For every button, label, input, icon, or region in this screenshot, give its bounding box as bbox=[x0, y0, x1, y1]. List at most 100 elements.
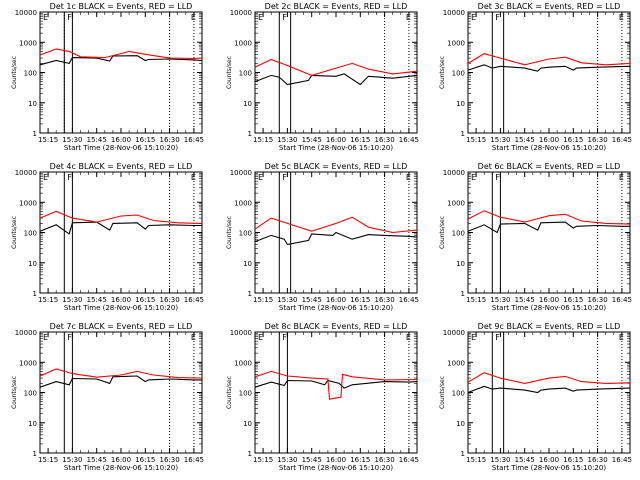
y-axis-label: Counts/sec bbox=[439, 56, 446, 89]
marker-letter: E bbox=[471, 333, 476, 342]
y-tick-label: 100 bbox=[452, 390, 465, 398]
y-tick-label: 10000 bbox=[15, 169, 37, 177]
y-tick-label: 1 bbox=[248, 130, 252, 138]
x-axis-label: Start Time (28-Nov-06 15:10:20) bbox=[64, 464, 178, 472]
marker-letter: F bbox=[282, 13, 287, 22]
x-axis-label: Start Time (28-Nov-06 15:10:20) bbox=[492, 144, 606, 152]
y-axis-label: Counts/sec bbox=[439, 376, 446, 409]
panel-det-8: Det 8c BLACK = Events, RED = LLD 1 10 100 10… bbox=[226, 322, 419, 472]
x-tick-label: 15:45 bbox=[515, 456, 535, 464]
y-tick-label: 1000 bbox=[19, 359, 37, 367]
marker-letter: F bbox=[67, 173, 72, 182]
y-tick-label: 1 bbox=[461, 450, 465, 458]
x-tick-label: 16:15 bbox=[350, 296, 370, 304]
y-tick-label: 10 bbox=[456, 100, 465, 108]
marker-letter: F bbox=[495, 13, 500, 22]
x-tick-label: 15:30 bbox=[490, 456, 510, 464]
panel-det-9: Det 9c BLACK = Events, RED = LLD 1 10 100 10… bbox=[439, 322, 632, 472]
x-tick-label: 16:45 bbox=[612, 456, 632, 464]
marker-letter: E bbox=[619, 333, 624, 342]
x-tick-label: 16:45 bbox=[612, 136, 632, 144]
y-axis-label: Counts/sec bbox=[11, 216, 18, 249]
series-line-events bbox=[254, 73, 418, 86]
y-tick-label: 10000 bbox=[230, 9, 252, 17]
y-tick-label: 10000 bbox=[230, 329, 252, 337]
x-tick-label: 16:30 bbox=[160, 456, 180, 464]
x-tick-label: 15:15 bbox=[253, 296, 273, 304]
panel-title: Det 9c BLACK = Events, RED = LLD bbox=[478, 322, 621, 331]
x-tick-label: 16:45 bbox=[184, 296, 204, 304]
x-axis-label: Start Time (28-Nov-06 15:10:20) bbox=[64, 304, 178, 312]
x-tick-label: 16:30 bbox=[375, 456, 395, 464]
x-tick-label: 16:15 bbox=[563, 456, 583, 464]
x-tick-label: 15:30 bbox=[277, 456, 297, 464]
y-tick-label: 100 bbox=[239, 70, 252, 78]
x-tick-label: 15:45 bbox=[302, 456, 322, 464]
x-tick-label: 15:45 bbox=[87, 296, 107, 304]
marker-letter: F bbox=[282, 173, 287, 182]
panel-title: Det 6c BLACK = Events, RED = LLD bbox=[478, 162, 621, 171]
x-tick-label: 15:15 bbox=[38, 456, 58, 464]
marker-letter: E bbox=[406, 333, 411, 342]
y-tick-label: 10000 bbox=[443, 9, 465, 17]
x-tick-label: 15:45 bbox=[515, 136, 535, 144]
series-line-lld bbox=[467, 210, 631, 225]
x-tick-label: 16:15 bbox=[135, 296, 155, 304]
y-axis-label: Counts/sec bbox=[11, 56, 18, 89]
x-tick-label: 16:45 bbox=[399, 136, 419, 144]
series-line-lld bbox=[39, 210, 203, 224]
x-tick-label: 16:45 bbox=[399, 296, 419, 304]
x-tick-label: 16:15 bbox=[350, 136, 370, 144]
x-tick-label: 16:30 bbox=[588, 136, 608, 144]
x-tick-label: 16:45 bbox=[612, 296, 632, 304]
panel-det-5: Det 5c BLACK = Events, RED = LLD 1 10 100 10… bbox=[226, 162, 419, 312]
y-tick-label: 100 bbox=[24, 230, 37, 238]
y-tick-label: 100 bbox=[239, 230, 252, 238]
y-tick-label: 10 bbox=[243, 100, 252, 108]
series-line-events bbox=[254, 231, 418, 246]
marker-letter: E bbox=[406, 13, 411, 22]
x-tick-label: 16:30 bbox=[588, 456, 608, 464]
marker-letter: E bbox=[191, 333, 196, 342]
y-tick-label: 1000 bbox=[19, 199, 37, 207]
x-tick-label: 15:15 bbox=[466, 296, 486, 304]
x-tick-label: 16:45 bbox=[184, 456, 204, 464]
marker-letter: E bbox=[43, 13, 48, 22]
y-tick-label: 1 bbox=[461, 130, 465, 138]
x-tick-label: 16:00 bbox=[326, 136, 346, 144]
series-line-lld bbox=[39, 48, 203, 60]
panel-title: Det 8c BLACK = Events, RED = LLD bbox=[265, 322, 408, 331]
panel-det-4: Det 4c BLACK = Events, RED = LLD 1 10 100 10… bbox=[11, 162, 204, 312]
marker-letter: F bbox=[67, 333, 72, 342]
y-tick-label: 1 bbox=[33, 130, 37, 138]
x-tick-label: 16:30 bbox=[588, 296, 608, 304]
marker-letter: E bbox=[406, 173, 411, 182]
marker-letter: E bbox=[191, 13, 196, 22]
panel-det-3: Det 3c BLACK = Events, RED = LLD 1 10 100 10… bbox=[439, 2, 632, 152]
y-tick-label: 10 bbox=[456, 260, 465, 268]
x-tick-label: 16:15 bbox=[135, 136, 155, 144]
y-tick-label: 1000 bbox=[447, 39, 465, 47]
x-tick-label: 15:15 bbox=[466, 456, 486, 464]
x-tick-label: 15:15 bbox=[253, 136, 273, 144]
y-tick-label: 10000 bbox=[15, 329, 37, 337]
marker-letter: E bbox=[258, 173, 263, 182]
marker-letter: E bbox=[619, 13, 624, 22]
panel-det-2: Det 2c BLACK = Events, RED = LLD 1 10 100 10… bbox=[226, 2, 419, 152]
x-tick-label: 15:30 bbox=[490, 136, 510, 144]
x-tick-label: 16:45 bbox=[399, 456, 419, 464]
panel-title: Det 3c BLACK = Events, RED = LLD bbox=[478, 2, 621, 11]
y-tick-label: 1000 bbox=[234, 199, 252, 207]
x-tick-label: 15:15 bbox=[38, 296, 58, 304]
y-tick-label: 10 bbox=[456, 420, 465, 428]
y-tick-label: 100 bbox=[239, 390, 252, 398]
x-tick-label: 15:45 bbox=[87, 456, 107, 464]
series-line-lld bbox=[467, 372, 631, 384]
x-tick-label: 15:30 bbox=[62, 456, 82, 464]
marker-letter: E bbox=[619, 173, 624, 182]
y-tick-label: 10 bbox=[243, 260, 252, 268]
x-axis-label: Start Time (28-Nov-06 15:10:20) bbox=[492, 464, 606, 472]
series-line-events bbox=[467, 64, 631, 72]
panel-det-1: Det 1c BLACK = Events, RED = LLD 1 10 100 10… bbox=[11, 2, 204, 152]
